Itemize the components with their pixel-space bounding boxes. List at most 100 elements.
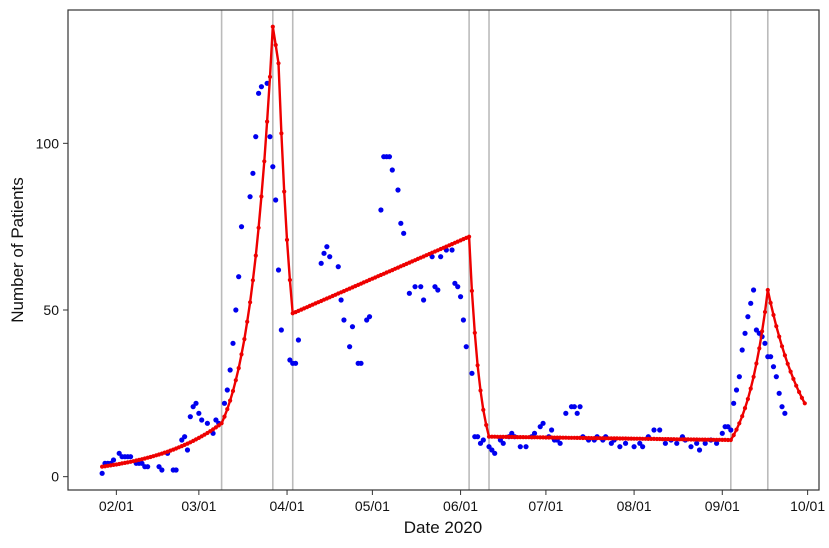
data-point: [238, 224, 245, 230]
y-axis-title: Number of Patients: [8, 177, 27, 323]
data-point: [321, 250, 327, 256]
data-point: [184, 447, 191, 453]
data-point: [463, 344, 469, 350]
data-point: [341, 317, 347, 323]
data-point: [713, 440, 720, 446]
data-point: [702, 440, 708, 446]
fitted-point: [284, 237, 290, 242]
fitted-point: [677, 437, 682, 442]
fitted-point: [691, 437, 696, 442]
data-point: [517, 444, 523, 450]
x-tick-label: 05/01: [355, 498, 390, 514]
data-point: [398, 220, 404, 226]
data-point: [455, 284, 461, 290]
fitted-point: [469, 288, 474, 293]
fitted-point: [745, 396, 751, 402]
data-point: [460, 317, 467, 323]
data-point: [475, 434, 481, 440]
fitted-point: [785, 361, 790, 366]
fitted-point: [236, 366, 241, 371]
fitted-point: [768, 300, 773, 305]
data-point: [204, 420, 210, 426]
fitted-point: [276, 61, 281, 66]
data-point: [366, 314, 373, 320]
fitted-point: [788, 369, 793, 374]
data-point: [221, 400, 228, 406]
x-axis-title: Date 2020: [404, 518, 482, 537]
data-point: [389, 167, 395, 173]
fitted-point: [233, 378, 238, 383]
data-point: [230, 340, 236, 346]
data-point: [418, 284, 424, 290]
fitted-point: [754, 361, 759, 366]
data-point: [577, 404, 583, 410]
data-point: [762, 340, 768, 346]
fitted-point: [589, 436, 594, 441]
fitted-point: [478, 388, 483, 393]
fitted-point: [742, 406, 748, 411]
fitted-point: [279, 131, 284, 136]
fitted-point: [634, 436, 640, 441]
data-point: [768, 354, 774, 360]
fitted-point: [794, 383, 799, 388]
data-point: [358, 360, 364, 366]
fitted-point: [799, 395, 805, 400]
data-point: [523, 444, 529, 450]
fitted-point: [245, 319, 250, 324]
data-point: [776, 390, 782, 396]
data-point: [196, 410, 202, 416]
x-tick-label: 02/01: [99, 498, 134, 514]
fitted-point: [270, 24, 275, 29]
data-point: [110, 457, 117, 463]
data-point: [574, 410, 580, 416]
fitted-point: [242, 337, 247, 342]
fitted-point: [748, 386, 753, 391]
data-point: [349, 324, 356, 330]
x-tick-label: 06/01: [443, 498, 478, 514]
fitted-point: [737, 421, 742, 426]
data-point: [739, 347, 745, 353]
fitted-point: [467, 234, 472, 239]
data-point: [782, 410, 788, 416]
data-point: [719, 430, 725, 436]
fitted-point: [552, 435, 557, 440]
fitted-point: [495, 434, 500, 439]
breakpoint-lines: [220, 10, 769, 490]
data-point: [267, 134, 273, 140]
fitted-point: [751, 374, 756, 379]
fitted-point: [481, 407, 486, 412]
fitted-point: [475, 363, 480, 368]
data-point: [696, 447, 703, 453]
data-point: [662, 440, 668, 446]
data-point: [622, 440, 629, 446]
data-point: [457, 294, 464, 300]
data-point: [631, 444, 637, 450]
data-point: [492, 450, 498, 456]
fitted-point: [501, 434, 506, 439]
fitted-point: [762, 309, 768, 315]
fitted-point: [640, 436, 645, 441]
fitted-point: [583, 435, 588, 441]
fitted-point: [265, 119, 270, 124]
plot-frame: [67, 9, 820, 491]
y-axis-ticks: 0 50 100: [36, 135, 68, 485]
fitted-point: [711, 437, 716, 442]
data-point: [657, 427, 663, 433]
data-point: [748, 300, 754, 306]
data-point: [557, 440, 563, 446]
fitted-point: [259, 194, 264, 199]
fitted-point: [646, 436, 651, 441]
data-point: [173, 467, 179, 473]
data-point: [227, 367, 233, 373]
data-point: [347, 344, 353, 350]
fitted-point: [765, 287, 770, 293]
fitted-point: [603, 436, 608, 441]
fitted-point: [248, 300, 253, 305]
x-tick-label: 10/01: [790, 498, 825, 514]
fitted-point: [225, 407, 230, 412]
data-point: [745, 314, 751, 320]
fitted-point: [543, 435, 549, 440]
fitted-point: [728, 437, 733, 443]
data-point: [406, 290, 412, 296]
